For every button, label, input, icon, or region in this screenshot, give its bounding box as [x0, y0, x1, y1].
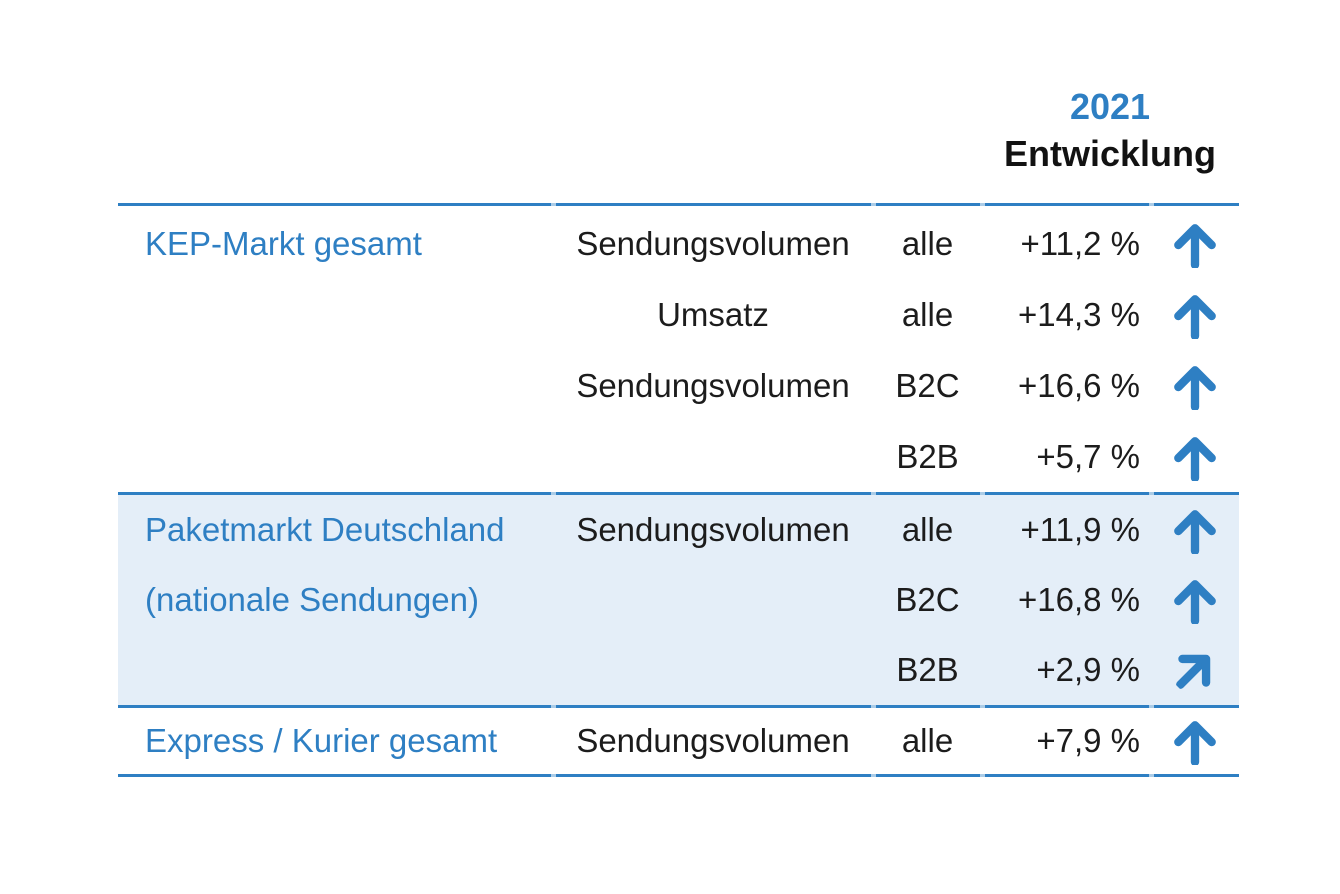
value-label: +2,9 %	[1036, 651, 1140, 688]
rule-gap	[871, 492, 876, 495]
table-header: 2021 Entwicklung	[950, 84, 1270, 178]
divider-middle-1	[118, 492, 1239, 495]
trend-up-arrow-icon	[1151, 506, 1239, 554]
rule-gap	[1149, 492, 1154, 495]
table-row: KEP-Markt gesamt Sendungsvolumen alle +1…	[118, 208, 1239, 279]
segment-label: alle	[901, 511, 954, 548]
section-paketmarkt-deutschland: Paketmarkt Deutschland Sendungsvolumen a…	[118, 495, 1239, 705]
rule-gap	[1149, 774, 1154, 777]
rule-gap	[980, 203, 985, 206]
trend-up-arrow-icon	[1151, 717, 1239, 765]
value-label: +14,3 %	[1017, 295, 1140, 333]
table-row: Umsatz alle +14,3 %	[118, 279, 1239, 350]
kep-market-table: KEP-Markt gesamt Sendungsvolumen alle +1…	[118, 203, 1239, 777]
segment-label: alle	[901, 722, 954, 759]
value-label: +5,7 %	[1036, 437, 1140, 475]
header-title: Entwicklung	[1003, 133, 1216, 174]
segment-label: B2B	[896, 437, 959, 475]
rule-gap	[551, 203, 556, 206]
table-row: (nationale Sendungen) B2C +16,8 %	[118, 565, 1239, 635]
rule-gap	[551, 774, 556, 777]
segment-label: B2C	[895, 366, 960, 404]
metric-label: Sendungsvolumen	[576, 366, 850, 404]
value-label: +16,6 %	[1017, 366, 1140, 404]
section-express-kurier: Express / Kurier gesamt Sendungsvolumen …	[118, 708, 1239, 774]
divider-bottom	[118, 774, 1239, 777]
rule-gap	[980, 705, 985, 708]
value-label: +11,2 %	[1020, 224, 1140, 262]
segment-label: B2B	[896, 651, 959, 688]
divider-top	[118, 203, 1239, 206]
segment-label: B2C	[895, 581, 960, 618]
rule-gap	[551, 705, 556, 708]
trend-up-arrow-icon	[1151, 291, 1239, 339]
trend-up-arrow-icon	[1151, 220, 1239, 268]
segment-label: alle	[901, 295, 954, 333]
trend-up-right-arrow-icon	[1151, 646, 1239, 694]
rule-gap	[871, 705, 876, 708]
metric-label: Umsatz	[657, 295, 769, 333]
category-label-line2: (nationale Sendungen)	[145, 581, 479, 618]
trend-up-arrow-icon	[1151, 362, 1239, 410]
rule-gap	[980, 774, 985, 777]
segment-label: alle	[901, 224, 954, 262]
table-row: B2B +5,7 %	[118, 421, 1239, 492]
table-row: Paketmarkt Deutschland Sendungsvolumen a…	[118, 495, 1239, 565]
metric-label: Sendungsvolumen	[576, 224, 850, 262]
rule-gap	[551, 492, 556, 495]
trend-up-arrow-icon	[1151, 576, 1239, 624]
value-label: +11,9 %	[1020, 511, 1140, 548]
value-label: +16,8 %	[1017, 581, 1140, 618]
category-label: KEP-Markt gesamt	[145, 224, 422, 262]
rule-gap	[871, 203, 876, 206]
rule-gap	[1149, 705, 1154, 708]
divider-middle-2	[118, 705, 1239, 708]
table-row: Express / Kurier gesamt Sendungsvolumen …	[118, 708, 1239, 774]
rule-gap	[871, 774, 876, 777]
value-label: +7,9 %	[1036, 722, 1140, 759]
rule-gap	[980, 492, 985, 495]
table-row: B2B +2,9 %	[118, 635, 1239, 705]
category-label: Express / Kurier gesamt	[145, 722, 498, 759]
rule-gap	[1149, 203, 1154, 206]
metric-label: Sendungsvolumen	[576, 511, 850, 548]
section-kep-markt-gesamt: KEP-Markt gesamt Sendungsvolumen alle +1…	[118, 206, 1239, 492]
category-label: Paketmarkt Deutschland	[145, 511, 505, 548]
metric-label: Sendungsvolumen	[576, 722, 850, 759]
table-row: Sendungsvolumen B2C +16,6 %	[118, 350, 1239, 421]
trend-up-arrow-icon	[1151, 433, 1239, 481]
header-year: 2021	[1069, 86, 1151, 127]
